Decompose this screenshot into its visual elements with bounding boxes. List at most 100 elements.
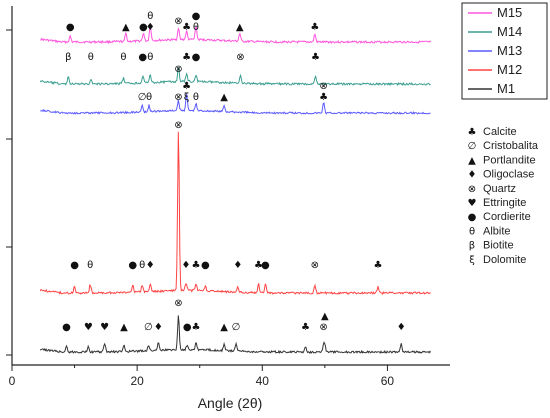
phase-symbol: ⊗ [468,184,476,195]
peak-label: ♣ [191,260,200,271]
peak-label: ♦ [146,22,155,33]
phase-symbol: ♦ [468,170,477,181]
peak-label: ♥ [100,322,109,333]
peak-label: θ [146,92,152,103]
peak-label: ⊗ [174,92,182,103]
peak-label: θ [147,11,153,22]
phase-symbol: ● [468,212,477,223]
peak-label: θ [120,52,126,63]
peak-label: ♣ [182,22,191,33]
peak-label: ∅ [232,322,241,333]
peak-label: ♣ [254,260,263,271]
series-m14-line [39,66,431,87]
peak-label: ♣ [191,322,200,333]
phase-name: Cordierite [483,211,531,223]
peak-label: ♦ [146,260,155,271]
phase-symbol: ♥ [468,198,477,209]
phase-name: Dolomite [483,254,526,266]
peak-label: ♥ [84,322,93,333]
phase-name: Oligoclase [483,169,534,181]
series-layer [39,25,432,354]
peak-label: ∅ [144,322,153,333]
peak-label: ● [128,260,137,271]
peak-label: ● [192,52,201,63]
x-ticks: 0 20 40 60 [9,365,395,388]
peak-label: ● [139,22,148,33]
peak-labels: ● ▲ ●♦θ ⊗♣ θ●▲ ♣β θ θ ● θ⊗♣ ● ⊗ ♣∅ θ ⊗ ξ♣θ ▲ ♣⊗● θ ● θ ♦⊗♦ ♣ ● ♦… [62,11,406,333]
peak-label: ▲ [122,22,130,33]
peak-label: ● [201,260,210,271]
peak-label: ⊗ [174,64,182,75]
peak-label: ⊗ [319,322,327,333]
y-ticks [6,29,12,356]
peak-label: ♣ [182,81,191,92]
peak-label: ▲ [220,92,228,103]
x-tick-label: 40 [256,374,270,388]
phase-symbol: θ [469,226,475,237]
phase-legend: ♣ Calcite ∅ Cristobalita ▲ Portlandite ♦ Oligoc… [468,126,539,266]
peak-label: ♣ [311,52,320,63]
legend-label-m15: M15 [497,5,522,20]
peak-label: ▲ [321,311,329,322]
peak-label: ⊗ [174,298,182,309]
phase-name: Cristobalita [483,140,539,152]
peak-label: ● [138,52,147,63]
peak-label: ξ [184,92,190,103]
series-m15-line [40,25,432,45]
peak-label: θ [193,22,199,33]
series-m13-line [40,93,431,115]
peak-label: ⊗ [174,120,182,131]
peak-label: ♦ [397,322,406,333]
phase-symbol: ♣ [468,127,477,138]
phase-symbol: ∅ [468,141,477,152]
axes: 0 20 40 60 [6,6,450,388]
legend-label-m1: M1 [497,81,515,96]
legend-label-m14: M14 [497,24,522,39]
peak-label: θ [193,92,199,103]
phase-symbol: β [469,241,475,252]
peak-label: ● [62,322,71,333]
peak-label: ⊗ [174,16,182,27]
peak-label: ● [261,260,270,271]
peak-label: ● [183,322,192,333]
peak-label: ▲ [120,322,128,333]
peak-label: ⊗ [311,260,319,271]
peak-label: θ [139,260,145,271]
peak-label: θ [87,260,93,271]
series-m1-line [39,315,432,354]
peak-label: ⊗ [319,81,327,92]
peak-label: ♦ [181,260,190,271]
peak-label: θ [88,52,94,63]
peak-label: ∅ [138,92,147,103]
x-tick-label: 0 [9,374,16,388]
peak-label: θ [147,52,153,63]
phase-name: Biotite [483,240,514,252]
phase-name: Portlandite [483,154,536,166]
series-legend: M15 M14 M13 M12 M1 [461,2,548,100]
peak-label: ● [70,260,79,271]
peak-label: ♦ [233,260,242,271]
peak-label: β [65,52,71,63]
phase-name: Ettringite [483,197,526,209]
peak-label: ♣ [301,322,310,333]
x-axis-title: Angle (2θ) [198,395,263,411]
peak-label: ♣ [310,22,319,33]
peak-label: ♦ [154,322,163,333]
peak-label: ⊗ [236,52,244,63]
x-tick-label: 60 [381,374,395,388]
phase-symbol: ξ [469,255,475,266]
peak-label: ▲ [236,22,244,33]
phase-name: Albite [483,225,511,237]
series-m12-line [39,131,431,295]
peak-label: ♣ [182,52,191,63]
phase-name: Quartz [483,183,516,195]
phase-name: Calcite [483,126,517,138]
peak-label: ▲ [220,322,228,333]
peak-label: ♣ [374,260,383,271]
peak-label: ● [192,11,201,22]
x-tick-label: 20 [130,374,144,388]
legend-label-m12: M12 [497,62,522,77]
phase-symbol: ▲ [468,155,476,166]
legend-label-m13: M13 [497,43,522,58]
